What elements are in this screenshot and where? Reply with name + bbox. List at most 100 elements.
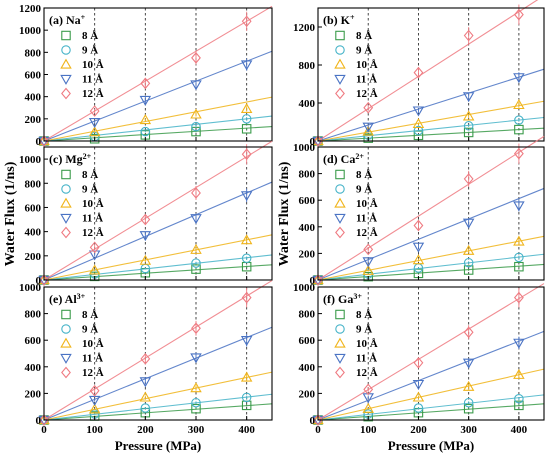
data-point: [463, 173, 474, 185]
panel-title: (f) Ga3+: [323, 292, 362, 307]
data-point: [89, 105, 100, 117]
data-point: [463, 403, 474, 414]
legend-marker: [334, 197, 346, 208]
data-point: [240, 234, 253, 245]
data-point: [89, 271, 100, 282]
data-point: [362, 402, 374, 413]
plot-frame: [43, 146, 273, 281]
y-tick-label: 0: [36, 136, 42, 148]
y-tick-label: 0: [310, 415, 316, 427]
y-tick-label: 600: [299, 335, 316, 347]
fit-line: [317, 0, 539, 142]
data-point: [462, 380, 475, 391]
fit-line: [43, 280, 273, 421]
legend-marker: [61, 309, 71, 320]
y-tick-label: 1000: [293, 282, 316, 294]
panel-a: 0 200 400 600 800 1000 1200 (a) Na+ 8 Å 9 Å 10 Å 11…: [19, 3, 273, 148]
data-point: [363, 243, 374, 256]
panel-title: (a) Na+: [49, 13, 86, 28]
y-tick-label: 600: [299, 195, 316, 207]
legend-label: 10 Å: [82, 59, 104, 71]
legend-label: 8 Å: [82, 169, 98, 181]
fit-line: [43, 371, 273, 421]
legend-marker: [334, 353, 346, 364]
y-tick-label: 800: [299, 169, 316, 181]
legend-marker: [60, 74, 72, 85]
data-point: [513, 235, 525, 246]
y-tick-label: 400: [299, 222, 316, 234]
data-point: [363, 101, 374, 114]
legend: 8 Å 9 Å 10 Å 11 Å 12 Å: [334, 169, 378, 239]
legend-label: 10 Å: [82, 338, 104, 350]
legend-label: 9 Å: [82, 324, 98, 336]
x-axis-label-left: Pressure (MPa): [115, 438, 202, 453]
data-point: [463, 29, 474, 42]
data-point: [462, 218, 475, 229]
y-tick-label: 200: [25, 251, 42, 263]
y-tick-label: 200: [25, 114, 42, 126]
data-point: [140, 213, 151, 226]
data-point: [190, 80, 202, 91]
panel-title: (e) Al3+: [49, 292, 86, 307]
y-tick-label: 1200: [293, 22, 316, 34]
legend-marker: [335, 309, 345, 320]
y-tick-label: 800: [299, 309, 316, 321]
legend-label: 11 Å: [356, 74, 377, 86]
data-point: [362, 122, 374, 133]
legend-label: 8 Å: [82, 30, 98, 42]
x-tick-label: 0: [41, 424, 47, 436]
data-point: [191, 264, 201, 274]
legend-marker: [60, 337, 72, 348]
data-point: [39, 414, 49, 426]
x-tick-label: 200: [137, 424, 154, 436]
fit-line: [317, 135, 545, 281]
data-point: [191, 397, 201, 408]
legend-label: 12 Å: [356, 227, 378, 239]
legend-marker: [60, 197, 72, 208]
legend-label: 11 Å: [82, 74, 103, 86]
fit-line: [43, 50, 273, 142]
y-axis-label-left: Water Flux (1/ns): [3, 161, 18, 266]
data-point: [139, 391, 152, 402]
legend-label: 9 Å: [356, 45, 372, 57]
data-point: [191, 403, 201, 414]
panel-title: (d) Ca2+: [323, 152, 364, 167]
data-point: [412, 391, 425, 402]
data-point: [139, 95, 152, 106]
fit-line: [317, 253, 545, 281]
legend-marker: [334, 58, 346, 69]
legend-label: 11 Å: [82, 353, 103, 365]
data-point: [412, 242, 425, 253]
x-tick-label: 200: [410, 424, 427, 436]
data-point: [241, 253, 252, 263]
legend-label: 11 Å: [356, 353, 377, 365]
legend-label: 10 Å: [356, 198, 378, 210]
data-point: [240, 191, 253, 202]
data-point: [140, 352, 151, 365]
fit-line: [317, 263, 545, 281]
fit-line: [43, 181, 273, 281]
data-point: [412, 379, 425, 390]
data-point: [413, 125, 424, 136]
data-point: [191, 121, 201, 132]
data-point: [514, 393, 524, 404]
legend-label: 8 Å: [356, 309, 372, 321]
fit-line: [43, 140, 273, 281]
legend-label: 12 Å: [82, 227, 104, 239]
legend-marker: [60, 353, 72, 364]
data-point: [362, 257, 374, 268]
y-tick-label: 1000: [19, 282, 42, 294]
data-point: [240, 60, 253, 71]
legend-label: 8 Å: [82, 309, 98, 321]
legend-label: 11 Å: [82, 213, 103, 225]
legend-marker: [334, 337, 346, 348]
y-tick-label: 0: [310, 275, 316, 287]
fit-line: [43, 96, 273, 142]
data-point: [412, 254, 425, 265]
fit-line: [43, 264, 273, 281]
plot-frame: [43, 286, 273, 421]
legend-label: 9 Å: [82, 184, 98, 196]
data-point: [463, 121, 474, 131]
legend-label: 12 Å: [356, 367, 378, 379]
data-point: [139, 114, 152, 125]
